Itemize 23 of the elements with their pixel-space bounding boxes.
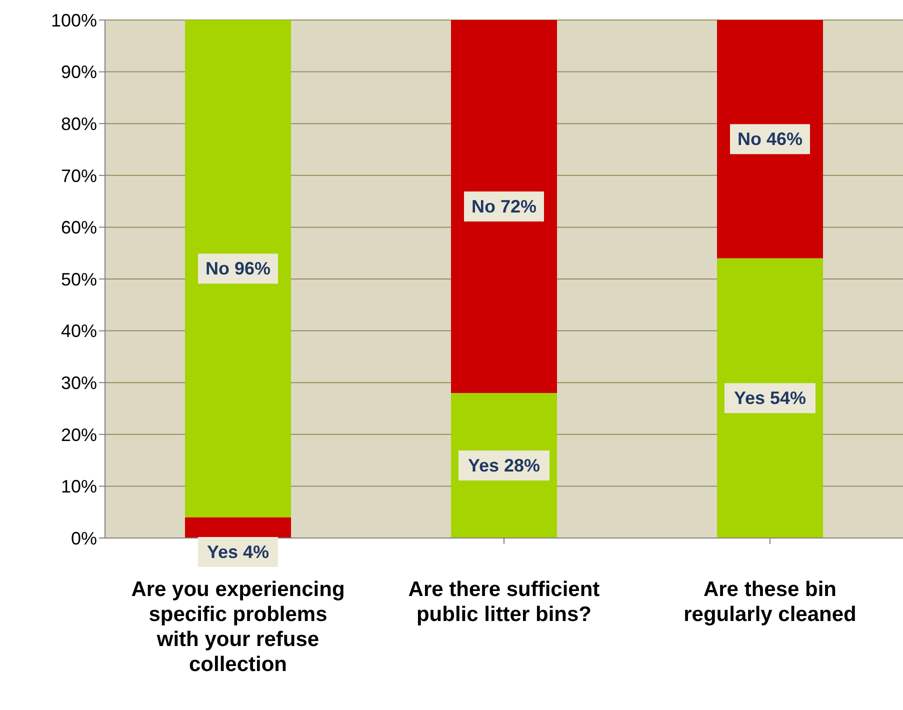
y-tick-label: 30% bbox=[60, 372, 97, 393]
bar bbox=[451, 20, 557, 393]
data-label: No 46% bbox=[737, 129, 803, 150]
x-tick-label: Are these bin regularly cleaned bbox=[684, 578, 856, 626]
x-tick-label: Are there sufficient public litter bins? bbox=[408, 578, 600, 626]
data-label: No 72% bbox=[471, 196, 537, 216]
y-tick-label: 20% bbox=[60, 424, 97, 445]
data-label: Yes 54% bbox=[734, 388, 806, 408]
y-tick-label: 50% bbox=[60, 269, 97, 290]
y-tick-label: 10% bbox=[60, 476, 97, 497]
y-tick-label: 80% bbox=[60, 114, 97, 134]
y-tick-label: 60% bbox=[60, 218, 97, 238]
y-tick-label: 0% bbox=[70, 528, 97, 548]
x-tick-label: Are you experiencing specific problems with your refuse collection bbox=[131, 578, 345, 676]
data-label: No 96% bbox=[205, 258, 271, 279]
data-label: Yes 28% bbox=[468, 455, 540, 476]
bar bbox=[717, 258, 823, 538]
bar bbox=[717, 20, 823, 258]
data-label: Yes 4% bbox=[206, 542, 270, 562]
y-tick-label: 100% bbox=[50, 10, 97, 30]
y-tick-label: 70% bbox=[60, 166, 97, 186]
y-tick-label: 90% bbox=[60, 62, 97, 82]
y-tick-label: 40% bbox=[60, 321, 97, 342]
